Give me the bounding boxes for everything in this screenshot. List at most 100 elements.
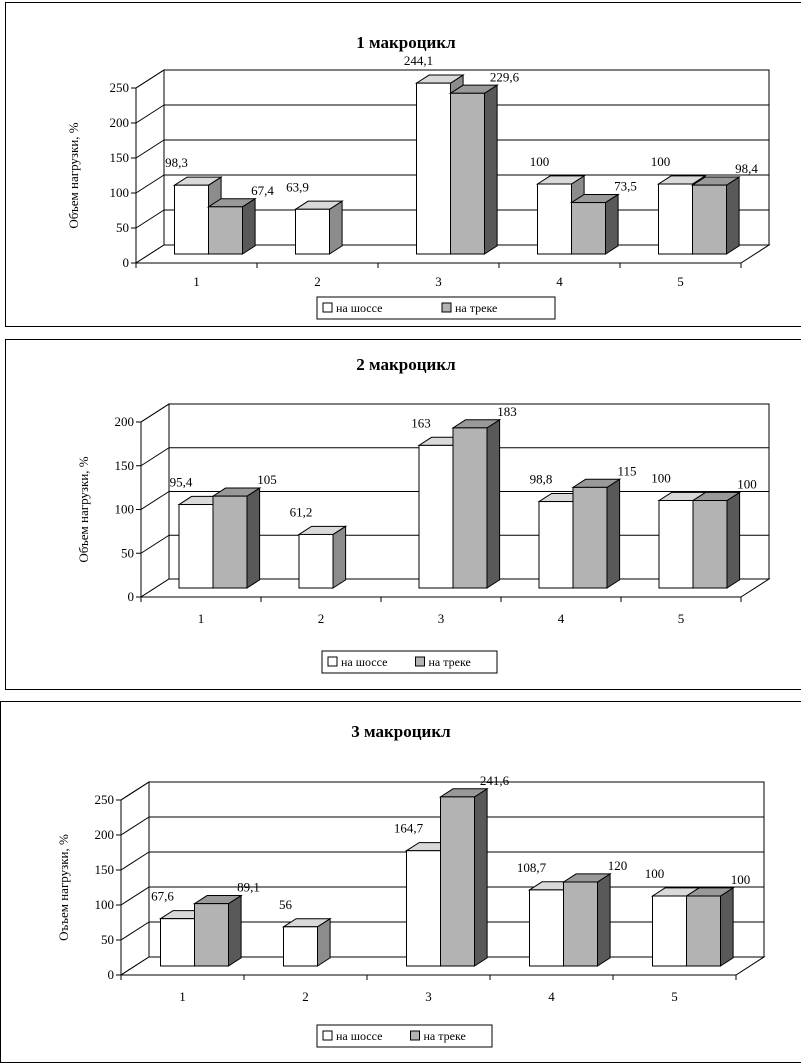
data-label-shosse: 164,7 [394,821,424,836]
bar-trek-1-side [228,894,242,967]
data-label-shosse: 100 [530,154,550,169]
bar-trek-3-front [452,427,488,589]
bar-trek-5-side [726,176,740,255]
y-tick-label: 100 [115,502,135,517]
legend: на шоссе на треке [316,1024,493,1048]
data-label-trek: 115 [617,463,636,478]
bar-trek-5-side [726,491,741,589]
y-tick-label: 50 [121,545,134,560]
x-tick-label: 3 [438,611,445,626]
bar-trek-5-front [686,895,721,967]
data-label-trek: 67,4 [251,183,274,198]
data-label-shosse: 67,6 [151,889,174,904]
x-tick-label: 3 [435,274,442,289]
gridline-side [135,104,165,124]
chart-1: 1 макроцикл 0 50 100 150 200 250 Объем нагрузки… [66,33,771,320]
y-tick-label: 0 [123,255,130,270]
data-label-trek: 105 [257,472,277,487]
chart-2: 2 макроцикл 0 50 100 150 200 Объем нагрузки, %… [76,355,771,674]
bar-trek-5 [684,886,735,967]
bar-trek-4 [561,872,612,967]
y-tick-label: 100 [110,185,130,200]
legend-swatch [327,656,338,667]
bar-trek-4-side [597,872,611,967]
chart-title: 3 макроцикл [351,722,451,741]
bar-trek-5-side [720,886,734,967]
y-tick-label: 100 [95,897,115,912]
legend-label: на треке [424,1029,466,1043]
x-tick-label: 1 [193,274,200,289]
data-label-shosse: 95,4 [170,475,193,490]
data-label-trek: 100 [737,477,757,492]
bar-trek-4 [569,193,620,255]
bar-shosse-3-front [418,444,454,589]
gridline-side [140,534,170,554]
gridline-side [120,816,150,836]
legend-swatch [322,1030,333,1041]
y-tick-label: 0 [108,967,115,982]
legend: на шоссе на треке [321,650,498,674]
bar-shosse-5-front [652,895,687,967]
bar-shosse-4 [527,880,578,967]
bar-trek-3-front [450,92,485,255]
y-axis-label: Оъъем нагрузки, % [56,834,71,941]
bar-shosse-3-front [406,850,441,967]
bar-shosse-2-front [298,533,334,589]
y-tick-label: 50 [101,932,114,947]
bar-shosse-2 [281,917,332,967]
legend: на шоссе на треке [316,296,556,320]
bar-shosse-2-front [283,926,318,967]
legend-label: на треке [429,655,471,669]
data-label-trek: 183 [497,404,517,419]
data-label-shosse: 98,8 [530,472,553,487]
legend-label: на шоссе [336,1029,382,1043]
data-label-trek: 100 [731,872,751,887]
bar-trek-1-front [194,903,229,967]
x-tick-label: 2 [318,611,325,626]
bar-trek-3-side [474,787,488,967]
y-tick-label: 150 [115,458,135,473]
chart-panel-2: 2 макроцикл 0 50 100 150 200 Объем нагрузки, %… [5,339,801,690]
x-tick-label: 4 [556,274,563,289]
bar-shosse-2-side [329,200,343,255]
gridline-side [135,209,165,229]
bar-trek-3 [438,787,489,967]
bar-shosse-1-front [174,184,209,255]
chart-title: 1 макроцикл [356,33,456,52]
data-label-trek: 229,6 [490,69,520,84]
x-tick-label: 4 [548,989,555,1004]
y-tick-label: 200 [95,827,115,842]
legend-label: на шоссе [336,301,382,315]
gridline-side [135,69,165,89]
data-label-shosse: 163 [411,415,431,430]
data-label-trek: 73,5 [614,179,637,194]
bar-trek-1 [211,487,262,589]
bar-trek-3-side [484,84,498,255]
x-tick-label: 3 [425,989,432,1004]
y-axis-label: Объем нагрузки, % [66,122,81,228]
side-wall [135,69,165,264]
data-label-shosse: 63,9 [286,179,309,194]
data-label-shosse: 100 [645,866,665,881]
bar-trek-1-front [208,206,243,255]
bar-trek-1 [206,197,257,255]
bar-shosse-1 [158,909,209,967]
bar-trek-1-side [246,487,261,589]
bar-trek-3-front [440,796,475,967]
legend-box [316,1024,493,1048]
bar-trek-5-front [692,500,728,589]
legend-swatch [441,302,452,313]
bar-shosse-1-front [160,918,195,967]
bar-shosse-2-front [295,208,330,255]
y-tick-label: 50 [116,220,129,235]
bar-trek-5 [691,491,742,589]
legend-swatch [415,656,425,667]
bar-trek-3 [448,84,499,255]
gridline-side [135,174,165,194]
bar-trek-1-side [242,197,256,255]
gridline-side [135,139,165,159]
legend-box [316,296,556,320]
legend-label: на шоссе [341,655,387,669]
data-label-trek: 89,1 [237,880,260,895]
chart-panel-1: 1 макроцикл 0 50 100 150 200 250 Объем нагрузки… [5,2,801,327]
